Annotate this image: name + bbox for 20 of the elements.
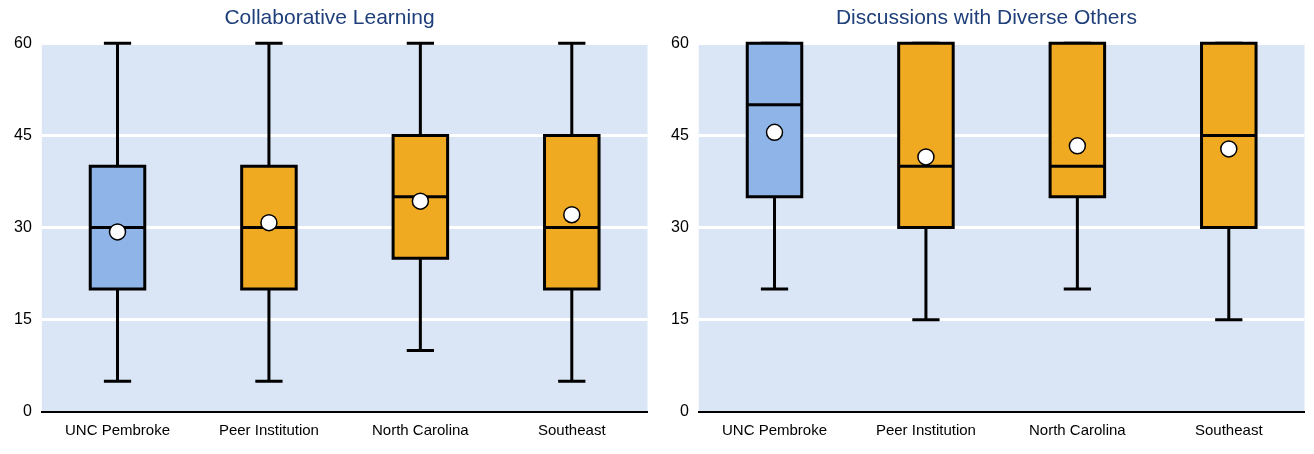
x-tick-label: Peer Institution [218, 421, 319, 439]
chart-title: Discussions with Diverse Others [835, 5, 1138, 29]
y-tick-label: 60 [671, 33, 689, 51]
x-tick-label: Peer Institution [875, 421, 976, 439]
y-tick-label: 45 [14, 125, 32, 143]
x-tick-label: Southeast [538, 421, 607, 439]
x-tick-label: North Carolina [1029, 421, 1127, 439]
chart-title: Collaborative Learning [224, 5, 435, 29]
y-tick-label: 15 [14, 310, 32, 328]
y-tick-label: 45 [671, 125, 689, 143]
y-tick-label: 0 [22, 402, 32, 420]
y-tick-label: 15 [671, 310, 689, 328]
y-tick-label: 30 [671, 218, 689, 236]
x-tick-label: North Carolina [372, 421, 470, 439]
x-tick-label: UNC Pembroke [721, 421, 828, 439]
y-tick-label: 60 [14, 33, 32, 51]
x-tick-label: Southeast [1195, 421, 1264, 439]
y-tick-label: 30 [14, 218, 32, 236]
x-tick-label: UNC Pembroke [64, 421, 171, 439]
y-tick-label: 0 [679, 402, 689, 420]
